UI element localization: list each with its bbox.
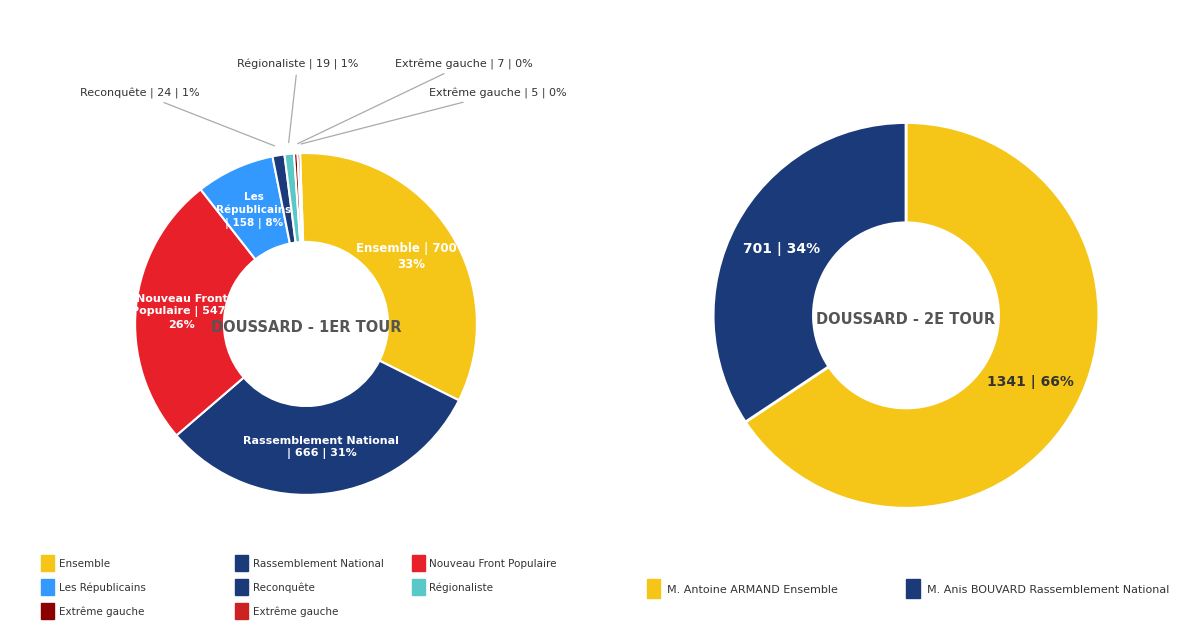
Wedge shape xyxy=(745,122,1099,508)
Bar xyxy=(235,555,248,571)
Text: 701 | 34%: 701 | 34% xyxy=(743,242,821,256)
Text: Ensemble | 700 |
33%: Ensemble | 700 | 33% xyxy=(356,242,466,271)
Text: M. Anis BOUVARD Rassemblement National: M. Anis BOUVARD Rassemblement National xyxy=(926,585,1169,595)
Bar xyxy=(412,579,425,595)
Wedge shape xyxy=(713,122,906,422)
Text: Rassemblement National
| 666 | 31%: Rassemblement National | 666 | 31% xyxy=(244,436,400,459)
Text: DOUSSARD - 2E TOUR: DOUSSARD - 2E TOUR xyxy=(816,312,996,327)
Bar xyxy=(647,578,660,598)
Bar xyxy=(412,555,425,571)
Text: Rassemblement National: Rassemblement National xyxy=(253,559,384,569)
Wedge shape xyxy=(300,153,476,400)
Bar xyxy=(235,579,248,595)
Text: Extrême gauche | 7 | 0%: Extrême gauche | 7 | 0% xyxy=(298,59,533,144)
Text: Régionaliste | 19 | 1%: Régionaliste | 19 | 1% xyxy=(236,59,358,142)
Text: Extrême gauche: Extrême gauche xyxy=(253,606,338,617)
Text: 1341 | 66%: 1341 | 66% xyxy=(986,375,1074,389)
Bar xyxy=(42,579,54,595)
Text: Reconquête | 24 | 1%: Reconquête | 24 | 1% xyxy=(80,88,275,146)
Text: Reconquête: Reconquête xyxy=(253,582,314,593)
Bar xyxy=(235,603,248,619)
Bar xyxy=(906,578,919,598)
Text: Les
Républicains
| 158 | 8%: Les Républicains | 158 | 8% xyxy=(216,192,292,229)
Text: Nouveau Front Populaire: Nouveau Front Populaire xyxy=(430,559,557,569)
Wedge shape xyxy=(298,153,304,242)
Text: Les Républicains: Les Républicains xyxy=(59,582,146,593)
Text: Extrême gauche: Extrême gauche xyxy=(59,606,144,617)
Wedge shape xyxy=(200,156,290,260)
Text: Nouveau Front
Populaire | 547 |
26%: Nouveau Front Populaire | 547 | 26% xyxy=(131,294,233,329)
Text: Régionaliste: Régionaliste xyxy=(430,582,493,593)
Text: M. Antoine ARMAND Ensemble: M. Antoine ARMAND Ensemble xyxy=(667,585,838,595)
Text: DOUSSARD - 1ER TOUR: DOUSSARD - 1ER TOUR xyxy=(211,320,401,335)
Wedge shape xyxy=(294,153,302,242)
Bar xyxy=(42,603,54,619)
Bar xyxy=(42,555,54,571)
Wedge shape xyxy=(272,154,295,244)
Text: Ensemble: Ensemble xyxy=(59,559,110,569)
Wedge shape xyxy=(284,154,300,243)
Wedge shape xyxy=(136,190,256,435)
Text: Extrême gauche | 5 | 0%: Extrême gauche | 5 | 0% xyxy=(301,88,566,144)
Wedge shape xyxy=(176,360,458,495)
